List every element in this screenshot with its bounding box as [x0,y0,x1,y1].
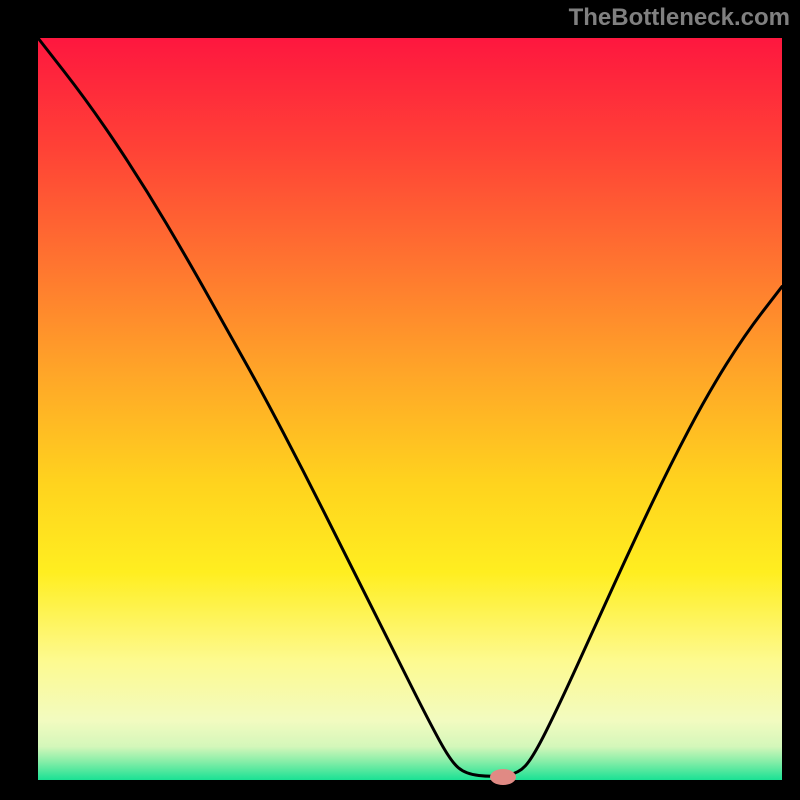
watermark-text: TheBottleneck.com [569,4,790,32]
gradient-background [38,38,782,780]
axis-right [782,0,800,800]
optimal-marker [490,769,516,785]
chart-container: TheBottleneck.com [0,0,800,800]
axis-bottom [0,780,800,800]
axis-left [0,0,38,800]
bottleneck-chart [0,0,800,800]
